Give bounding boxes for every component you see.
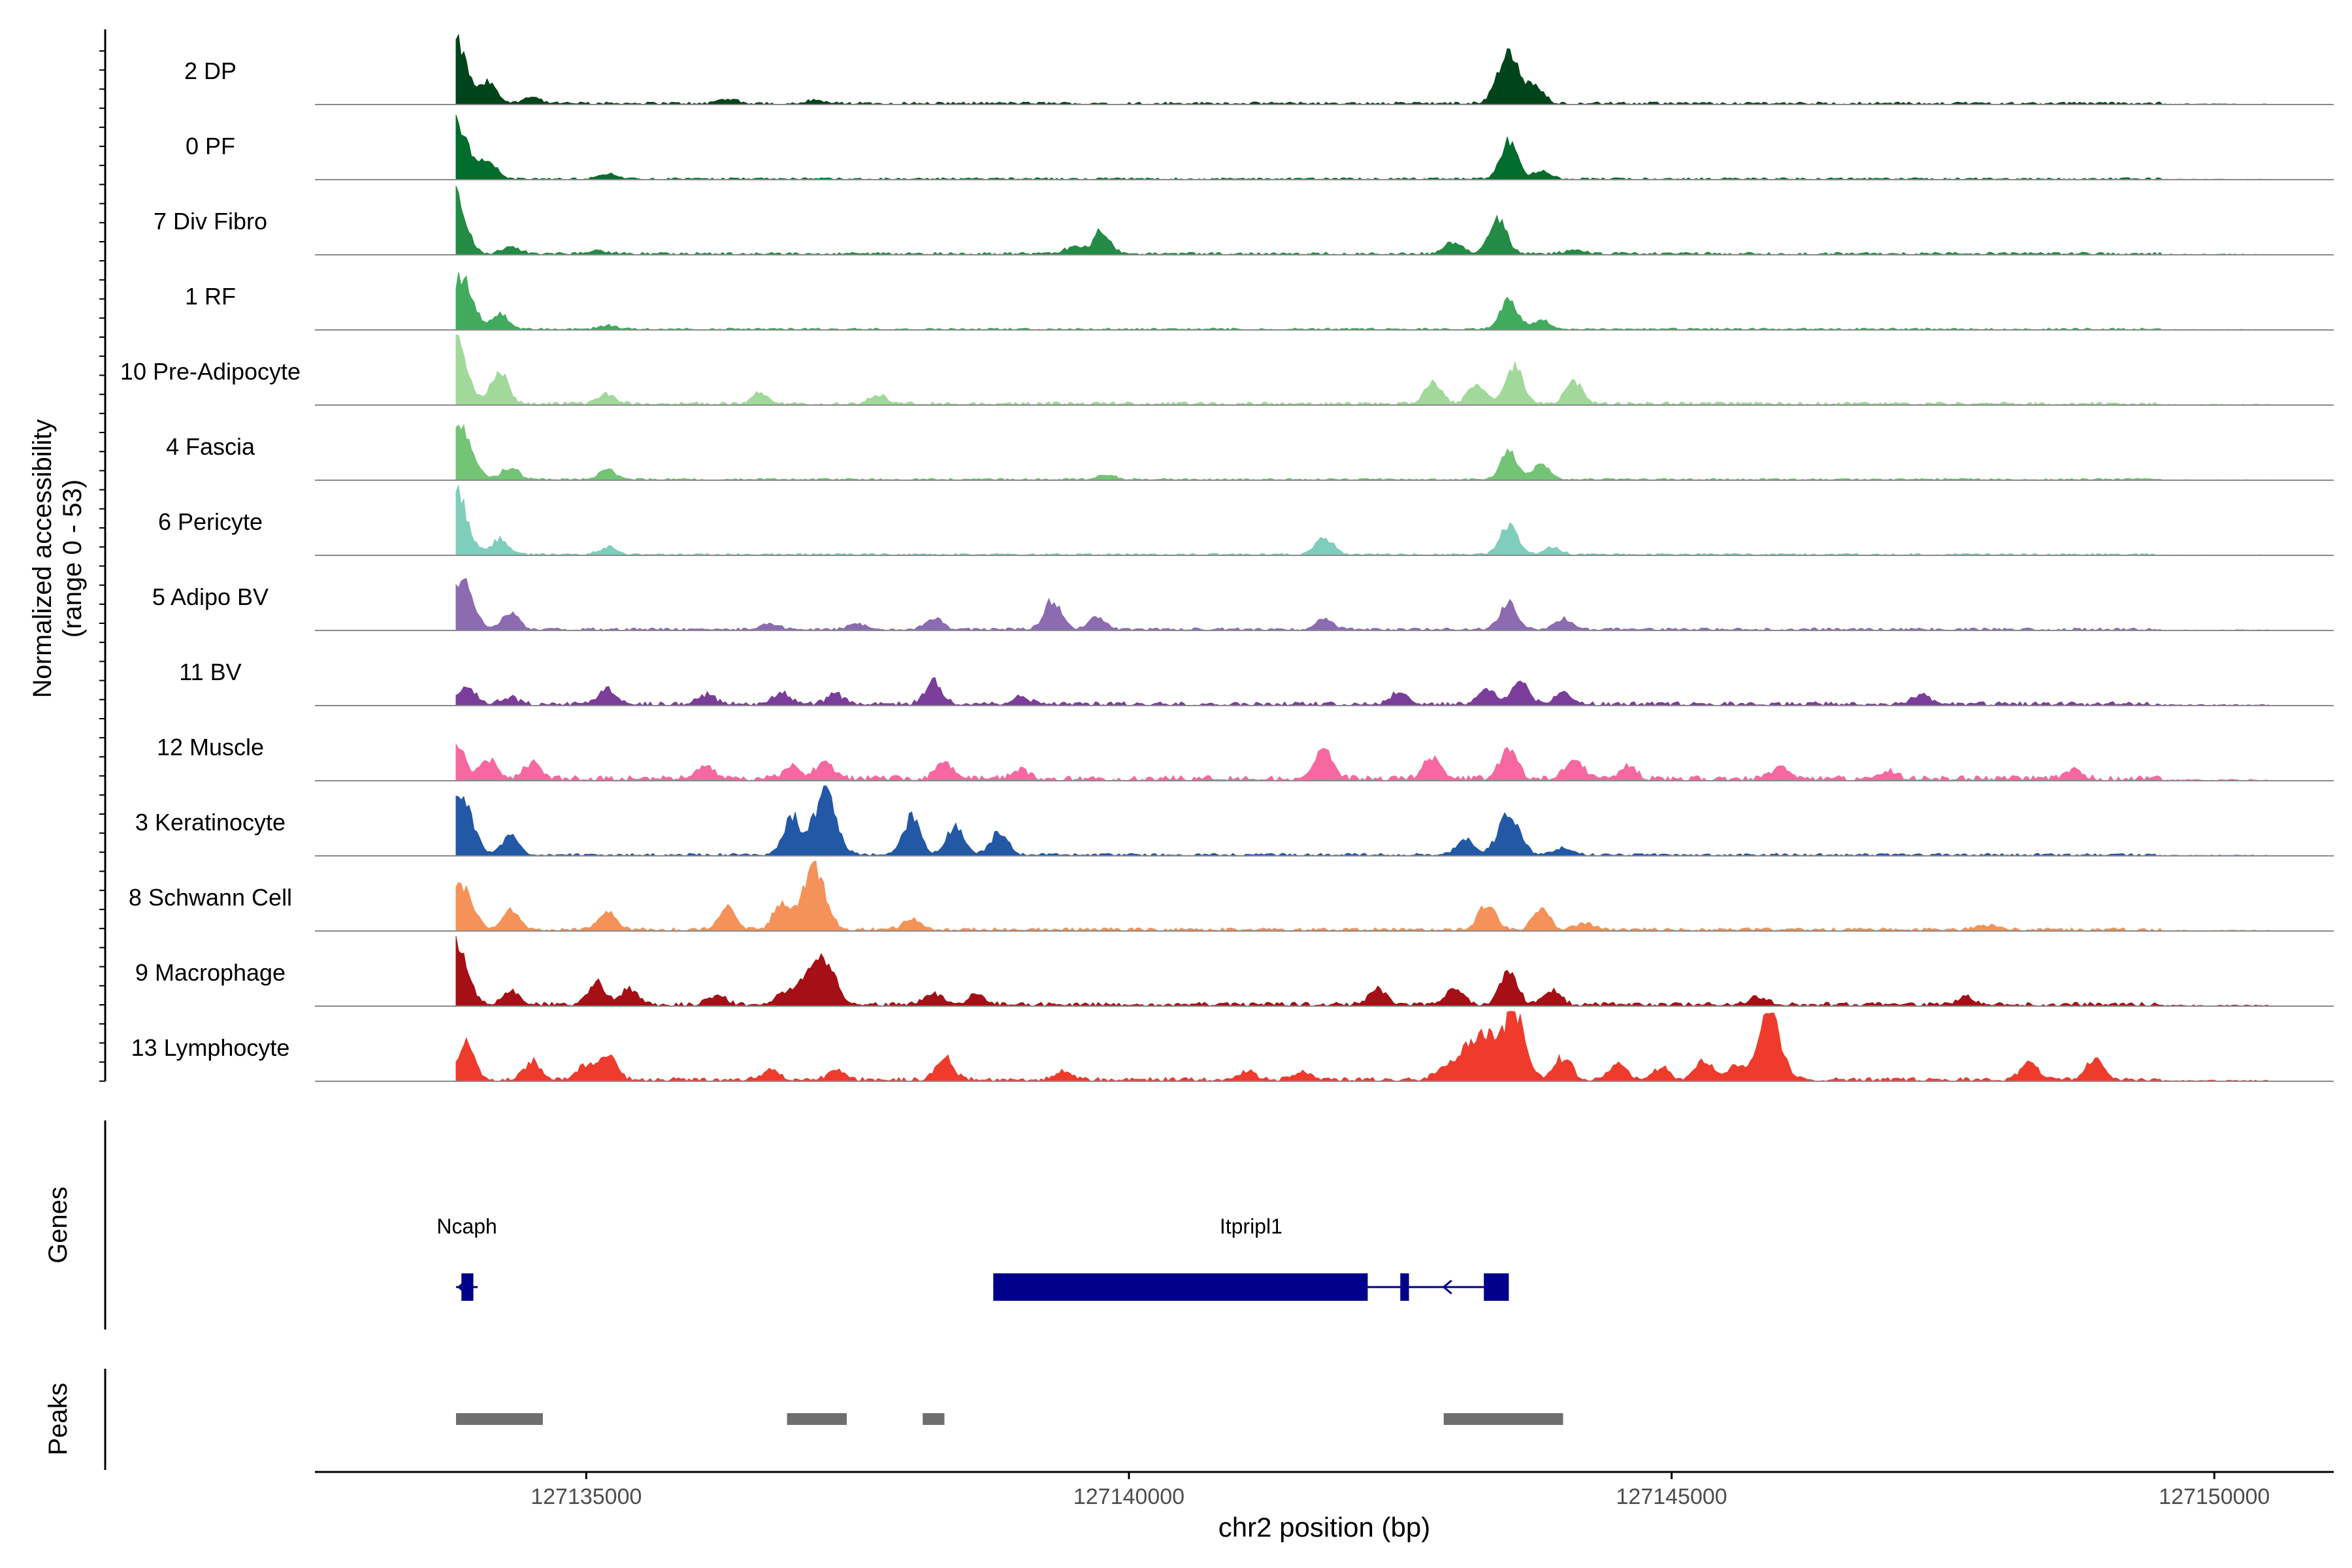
gene-ncaph: Ncaph	[436, 1215, 497, 1301]
coverage-area	[455, 335, 2269, 406]
y-axis-ticks	[99, 50, 105, 1082]
coverage-area	[455, 423, 2269, 481]
track-label: 1 RF	[185, 283, 236, 310]
coverage-area	[455, 785, 2269, 857]
track-10-pre-adipocyte: 10 Pre-Adipocyte	[120, 335, 2334, 406]
coverage-area	[455, 860, 2269, 932]
track-label: 11 BV	[179, 659, 241, 685]
track-label: 8 Schwann Cell	[129, 884, 292, 911]
track-label: 5 Adipo BV	[152, 583, 269, 610]
gene-exon	[461, 1273, 474, 1301]
track-label: 6 Pericyte	[158, 508, 263, 535]
track-label: 7 Div Fibro	[154, 208, 267, 235]
genes-panel-label: Genes	[44, 1186, 73, 1264]
gene-models: Ncaph Itpripl1	[436, 1215, 1509, 1301]
peak-regions	[455, 1413, 1563, 1425]
peak-region-bar	[1443, 1413, 1563, 1425]
x-axis-ticks: 127135000 127140000 127145000 127150000	[531, 1472, 2270, 1509]
track-label: 4 Fascia	[166, 433, 255, 460]
x-tick-label: 127150000	[2159, 1484, 2270, 1509]
track-11-bv: 11 BV	[179, 659, 2334, 706]
track-9-macrophage: 9 Macrophage	[135, 936, 2334, 1007]
track-4-fascia: 4 Fascia	[166, 423, 2334, 481]
track-1-rf: 1 RF	[185, 272, 2334, 331]
coverage-area	[455, 743, 2269, 782]
coverage-area	[455, 272, 2269, 331]
x-axis-label: chr2 position (bp)	[1218, 1512, 1431, 1543]
gene-exon	[993, 1273, 1368, 1301]
peak-region-bar	[923, 1413, 945, 1425]
coverage-area	[455, 114, 2269, 180]
coverage-area	[455, 677, 2269, 706]
track-label: 13 Lymphocyte	[131, 1034, 290, 1061]
track-13-lymphocyte: 13 Lymphocyte	[131, 1011, 2334, 1082]
coverage-area	[455, 186, 2269, 255]
track-8-schwann-cell: 8 Schwann Cell	[129, 860, 2334, 932]
track-12-muscle: 12 Muscle	[157, 734, 2334, 782]
track-label: 12 Muscle	[157, 734, 264, 760]
track-3-keratinocyte: 3 Keratinocyte	[135, 785, 2334, 857]
track-6-pericyte: 6 Pericyte	[158, 484, 2334, 556]
gene-label: Ncaph	[436, 1215, 497, 1238]
coverage-area	[455, 936, 2269, 1007]
peak-region-bar	[787, 1413, 847, 1425]
gene-exon	[1484, 1273, 1509, 1301]
coverage-area	[455, 484, 2269, 556]
y-axis-range-label: (range 0 - 53)	[58, 480, 87, 638]
gene-label: Itpripl1	[1220, 1215, 1282, 1238]
x-tick-label: 127145000	[1616, 1484, 1727, 1509]
track-label: 3 Keratinocyte	[135, 809, 286, 836]
peak-region-bar	[455, 1413, 543, 1425]
coverage-area	[455, 33, 2269, 105]
track-2-dp: 2 DP	[184, 33, 2334, 105]
coverage-tracks: 2 DP 0 PF 7 Div Fibro 1 RF 10 Pre-Adipocyte 4…	[120, 33, 2334, 1082]
coverage-area	[455, 578, 2269, 631]
track-7-div-fibro: 7 Div Fibro	[154, 186, 2334, 255]
track-label: 2 DP	[184, 57, 237, 84]
y-axis-label: Normalized accessibility	[28, 419, 57, 698]
gene-itpripl1: Itpripl1	[993, 1215, 1509, 1301]
strand-arrow-icon	[457, 1279, 467, 1295]
gene-exon	[1400, 1273, 1409, 1301]
track-label: 0 PF	[186, 133, 235, 159]
track-label: 9 Macrophage	[135, 959, 286, 986]
x-tick-label: 127140000	[1073, 1484, 1184, 1509]
strand-arrow-icon	[1442, 1279, 1452, 1295]
track-0-pf: 0 PF	[186, 114, 2334, 180]
x-tick-label: 127135000	[531, 1484, 642, 1509]
track-5-adipo-bv: 5 Adipo BV	[152, 578, 2334, 631]
track-label: 10 Pre-Adipocyte	[120, 358, 301, 385]
peaks-panel-label: Peaks	[44, 1382, 73, 1455]
coverage-area	[455, 1011, 2269, 1082]
